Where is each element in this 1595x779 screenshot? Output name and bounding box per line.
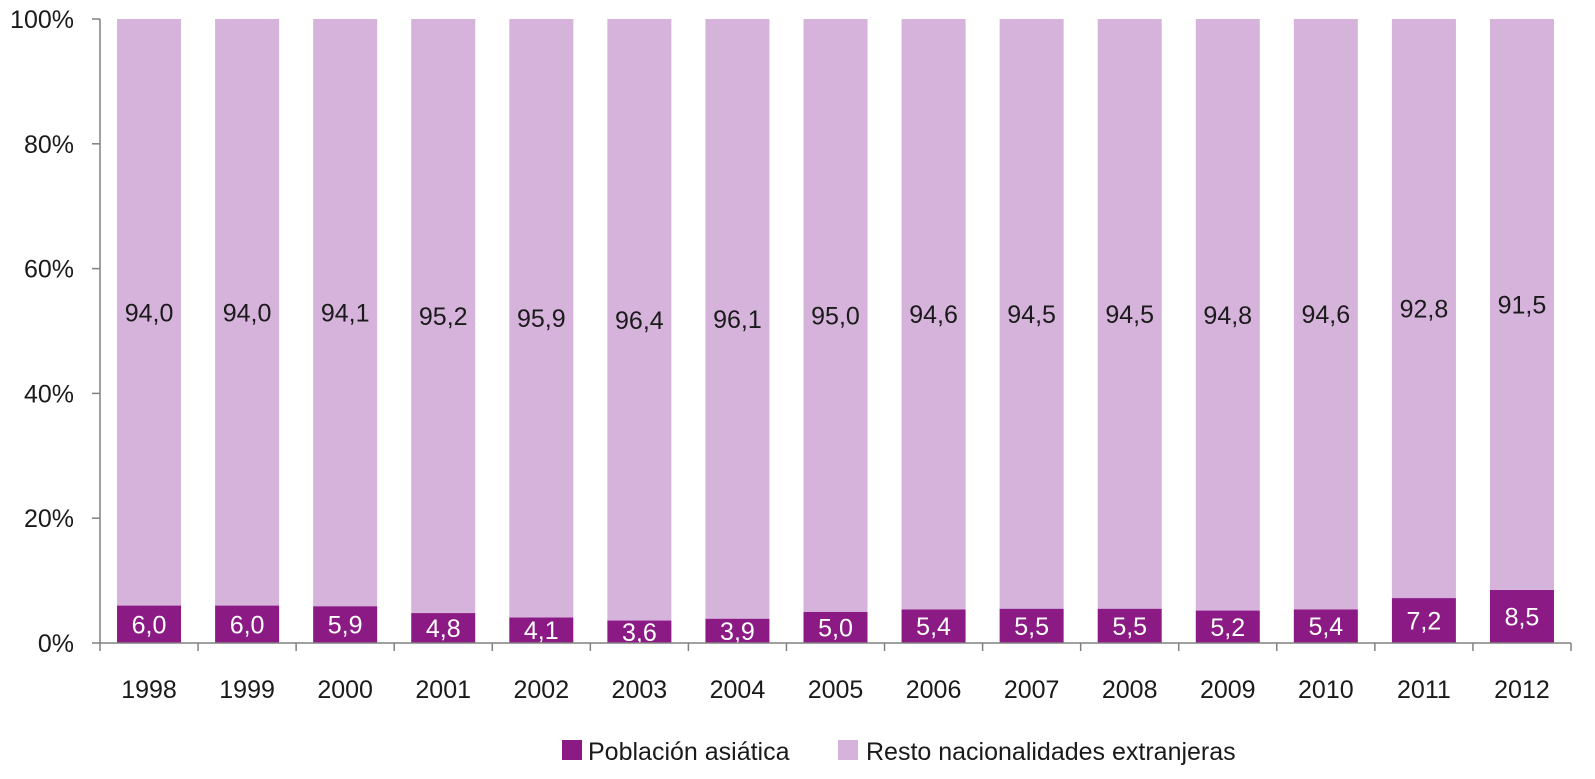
- x-tick-label: 2011: [1397, 676, 1451, 704]
- data-label: 94,6: [1301, 301, 1350, 329]
- bar-resto-nacionalidades: [509, 19, 574, 618]
- data-label: 3,9: [720, 618, 755, 646]
- x-tick-label: 2000: [317, 676, 373, 704]
- bar-poblacion-asiatica: [607, 620, 672, 643]
- data-label: 5,5: [1014, 613, 1049, 641]
- data-label: 94,6: [909, 301, 958, 329]
- data-label: 91,5: [1498, 291, 1547, 319]
- bars: 6,0 94,0 6,0 94,0 5,9 94,1 4,8 95,2 4,1 95,9 3,6 96…: [117, 19, 1554, 647]
- data-label: 5,2: [1210, 614, 1245, 642]
- data-label: 6,0: [132, 611, 167, 639]
- data-label: 96,1: [713, 306, 762, 334]
- data-label: 5,4: [916, 613, 951, 641]
- data-label: 3,6: [622, 619, 657, 647]
- data-label: 4,8: [426, 615, 461, 643]
- data-label: 92,8: [1400, 296, 1449, 324]
- bar-resto-nacionalidades: [215, 19, 280, 606]
- bar-poblacion-asiatica: [999, 608, 1064, 643]
- x-tick-label: 2009: [1200, 676, 1256, 704]
- y-tick-label: 80%: [24, 131, 74, 159]
- x-tick-label: 2007: [1004, 676, 1060, 704]
- x-tick-label: 2002: [513, 676, 569, 704]
- bar-resto-nacionalidades: [117, 19, 182, 606]
- x-tick-label: 2008: [1102, 676, 1158, 704]
- bar-resto-nacionalidades: [607, 19, 672, 621]
- data-label: 94,5: [1007, 301, 1056, 329]
- data-label: 94,0: [223, 299, 272, 327]
- data-label: 94,8: [1203, 302, 1252, 330]
- x-axis: 1998 1999 2000 2001 2002 2003 2004 2005 2006 2007…: [99, 642, 1572, 704]
- bar-poblacion-asiatica: [1489, 589, 1554, 643]
- data-label: 95,9: [517, 305, 566, 333]
- bar-resto-nacionalidades: [705, 19, 770, 619]
- bar-poblacion-asiatica: [1293, 609, 1358, 643]
- data-label: 7,2: [1407, 608, 1442, 636]
- legend-swatch: [838, 740, 858, 760]
- data-label: 94,5: [1105, 301, 1154, 329]
- bar-poblacion-asiatica: [803, 611, 868, 643]
- bar-poblacion-asiatica: [1097, 608, 1162, 643]
- bar-poblacion-asiatica: [509, 617, 574, 643]
- bar-resto-nacionalidades: [1097, 19, 1162, 609]
- x-tick-label: 2004: [710, 676, 766, 704]
- x-tick-label: 2006: [906, 676, 962, 704]
- bar-resto-nacionalidades: [1391, 19, 1456, 599]
- y-tick-label: 40%: [24, 380, 74, 408]
- bar-resto-nacionalidades: [803, 19, 868, 612]
- bar-resto-nacionalidades: [1195, 19, 1260, 611]
- legend: Población asiática Resto nacionalidades e…: [562, 738, 1236, 766]
- data-label: 96,4: [615, 307, 664, 335]
- data-label: 94,1: [321, 300, 370, 328]
- bar-resto-nacionalidades: [411, 19, 476, 614]
- bar-resto-nacionalidades: [1293, 19, 1358, 610]
- data-label: 95,2: [419, 303, 468, 331]
- data-label: 4,1: [524, 617, 559, 645]
- legend-label: Población asiática: [588, 738, 790, 766]
- y-axis: 0% 20% 40% 60% 80% 100%: [10, 6, 101, 658]
- x-tick-label: 1999: [219, 676, 275, 704]
- bar-poblacion-asiatica: [1391, 598, 1456, 643]
- bar-poblacion-asiatica: [705, 618, 770, 643]
- bar-poblacion-asiatica: [901, 609, 966, 643]
- bar-poblacion-asiatica: [411, 613, 476, 643]
- data-label: 5,5: [1112, 613, 1147, 641]
- y-tick-label: 0%: [38, 630, 74, 658]
- y-tick-label: 60%: [24, 256, 74, 284]
- x-tick-label: 2012: [1494, 676, 1550, 704]
- data-label: 5,9: [328, 612, 363, 640]
- y-tick-label: 100%: [10, 6, 74, 34]
- data-label: 5,0: [818, 614, 853, 642]
- data-label: 94,0: [125, 299, 174, 327]
- bar-resto-nacionalidades: [1489, 19, 1554, 590]
- bar-resto-nacionalidades: [901, 19, 966, 610]
- bar-poblacion-asiatica: [313, 606, 378, 643]
- data-label: 8,5: [1505, 603, 1540, 631]
- legend-swatch: [562, 740, 582, 760]
- bar-poblacion-asiatica: [117, 605, 182, 643]
- x-tick-label: 1998: [121, 676, 177, 704]
- x-tick-label: 2001: [415, 676, 471, 704]
- data-label: 95,0: [811, 302, 860, 330]
- bar-resto-nacionalidades: [999, 19, 1064, 609]
- data-label: 6,0: [230, 611, 265, 639]
- x-tick-label: 2003: [612, 676, 668, 704]
- data-label: 5,4: [1308, 613, 1343, 641]
- bar-resto-nacionalidades: [313, 19, 378, 607]
- legend-label: Resto nacionalidades extranjeras: [866, 738, 1236, 766]
- bar-poblacion-asiatica: [215, 605, 280, 643]
- x-tick-label: 2005: [808, 676, 864, 704]
- y-tick-label: 20%: [24, 505, 74, 533]
- bar-poblacion-asiatica: [1195, 610, 1260, 643]
- x-tick-label: 2010: [1298, 676, 1354, 704]
